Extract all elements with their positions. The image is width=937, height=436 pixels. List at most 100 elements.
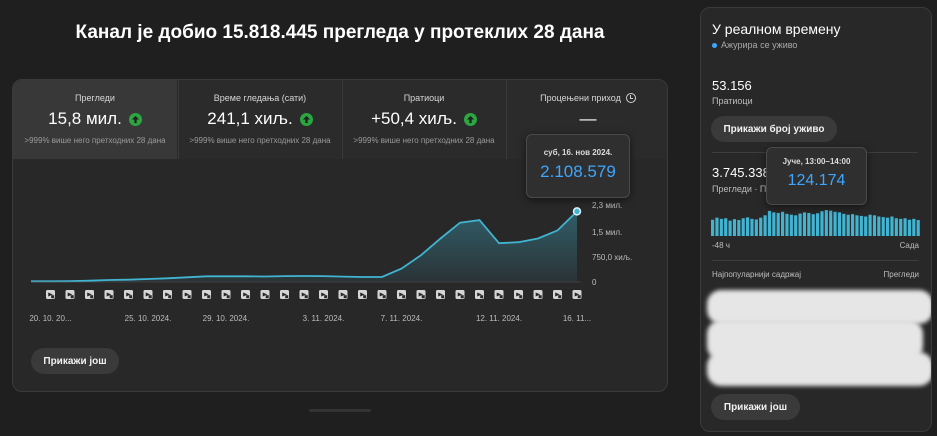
- y-tick-label: 1,5 мил.: [592, 228, 622, 237]
- realtime-bar[interactable]: [741, 218, 745, 236]
- video-publish-icon[interactable]: [241, 290, 250, 299]
- chart-tooltip: суб, 16. нов 2024. 2.108.579: [526, 134, 630, 198]
- views-chart[interactable]: 0 750,0 хиљ. 1,5 мил. 2,3 мил. 20. 10. 20..…: [13, 80, 668, 340]
- video-publish-icon[interactable]: [494, 290, 504, 299]
- realtime-bar[interactable]: [785, 213, 789, 236]
- realtime-bar[interactable]: [754, 219, 758, 236]
- realtime-bar[interactable]: [711, 219, 715, 236]
- video-publish-icon[interactable]: [553, 290, 562, 299]
- realtime-bar[interactable]: [719, 218, 723, 236]
- realtime-bar[interactable]: [859, 215, 863, 236]
- realtime-bar[interactable]: [872, 215, 877, 236]
- realtime-bar[interactable]: [802, 212, 807, 236]
- realtime-bar[interactable]: [868, 214, 872, 236]
- metric-value: 241,1 хиљ.: [207, 109, 293, 128]
- realtime-bar[interactable]: [767, 210, 772, 236]
- metric-tab-subscribers[interactable]: Пратиоци +50,4 хиљ. >999% више него прет…: [342, 80, 505, 159]
- realtime-bar[interactable]: [724, 218, 728, 236]
- realtime-bar[interactable]: [894, 218, 898, 236]
- realtime-bar[interactable]: [864, 216, 868, 237]
- realtime-bar[interactable]: [886, 217, 890, 236]
- realtime-bar[interactable]: [820, 211, 824, 236]
- video-publish-icon[interactable]: [46, 290, 55, 299]
- top-content-label: Најпопуларнији садржај: [712, 270, 802, 279]
- realtime-bar[interactable]: [877, 216, 881, 237]
- video-publish-icon[interactable]: [299, 290, 309, 299]
- metric-tab-views[interactable]: Прегледи 15,8 мил. >999% више него претх…: [13, 80, 177, 159]
- video-publish-icon[interactable]: [514, 290, 523, 299]
- realtime-bar[interactable]: [798, 213, 802, 236]
- show-more-button[interactable]: Прикажи још: [31, 348, 119, 374]
- metric-tab-watch-time[interactable]: Време гледања (сати) 241,1 хиљ. >999% ви…: [178, 80, 341, 159]
- realtime-bar[interactable]: [899, 218, 903, 236]
- video-publish-icon[interactable]: [377, 290, 387, 299]
- realtime-bar[interactable]: [750, 218, 754, 236]
- video-publish-icon[interactable]: [202, 290, 211, 299]
- realtime-bar[interactable]: [851, 214, 855, 236]
- video-publish-icon[interactable]: [163, 290, 172, 299]
- realtime-bar[interactable]: [903, 218, 907, 236]
- video-publish-icon[interactable]: [280, 290, 289, 299]
- video-publish-icon[interactable]: [475, 290, 484, 299]
- video-publish-icon[interactable]: [416, 290, 426, 299]
- video-publish-icon[interactable]: [85, 290, 94, 299]
- realtime-bar[interactable]: [907, 219, 912, 236]
- realtime-bar[interactable]: [824, 210, 828, 236]
- video-publish-icon[interactable]: [104, 290, 114, 299]
- video-publish-icon[interactable]: [455, 290, 465, 299]
- realtime-bar[interactable]: [759, 217, 763, 236]
- metric-comparison: >999% више него претходних 28 дана: [189, 136, 331, 145]
- show-live-count-button[interactable]: Прикажи број уживо: [711, 116, 837, 142]
- realtime-bar[interactable]: [807, 212, 811, 236]
- realtime-bar[interactable]: [728, 220, 732, 236]
- realtime-bar[interactable]: [732, 219, 737, 236]
- realtime-bar[interactable]: [715, 217, 719, 236]
- realtime-bar[interactable]: [737, 220, 741, 236]
- realtime-show-more-button[interactable]: Прикажи још: [711, 394, 800, 420]
- realtime-bar[interactable]: [789, 214, 793, 236]
- realtime-bar[interactable]: [816, 213, 820, 236]
- video-publish-icon[interactable]: [260, 290, 270, 299]
- realtime-tooltip-value: 124.174: [787, 172, 846, 189]
- video-publish-icon[interactable]: [338, 290, 348, 299]
- realtime-bar[interactable]: [842, 213, 846, 236]
- video-publish-icon[interactable]: [397, 290, 406, 299]
- video-publish-icon[interactable]: [319, 290, 328, 299]
- metric-label: Прегледи: [75, 93, 115, 103]
- realtime-bar[interactable]: [829, 210, 833, 236]
- page-headline: Канал је добио 15.818.445 прегледа у про…: [75, 22, 605, 43]
- chart-point-highlight[interactable]: [572, 207, 582, 216]
- realtime-bar-chart[interactable]: [711, 210, 921, 238]
- realtime-bar[interactable]: [890, 216, 894, 237]
- metric-label: Пратиоци: [403, 93, 445, 103]
- video-publish-icon[interactable]: [124, 290, 133, 299]
- realtime-bar[interactable]: [746, 217, 750, 236]
- realtime-bar[interactable]: [881, 217, 885, 236]
- trend-up-icon: [463, 112, 477, 126]
- realtime-bar[interactable]: [837, 212, 842, 236]
- chart-area: [31, 211, 577, 282]
- realtime-bar[interactable]: [833, 211, 837, 236]
- realtime-bar[interactable]: [846, 214, 850, 236]
- realtime-bar[interactable]: [763, 215, 767, 236]
- divider: [712, 260, 918, 261]
- video-publish-icon[interactable]: [143, 290, 153, 299]
- video-publish-icon[interactable]: [221, 290, 231, 299]
- realtime-bar[interactable]: [781, 211, 785, 236]
- x-tick-label: 29. 10. 2024.: [203, 314, 250, 323]
- video-publish-icon[interactable]: [358, 290, 367, 299]
- realtime-bar[interactable]: [772, 212, 776, 236]
- video-publish-icon[interactable]: [65, 290, 75, 299]
- video-publish-icon[interactable]: [533, 290, 543, 299]
- clock-icon: [625, 93, 636, 103]
- video-publish-icon[interactable]: [572, 290, 582, 299]
- realtime-bar[interactable]: [912, 218, 916, 236]
- video-publish-icon[interactable]: [436, 290, 445, 299]
- realtime-bar[interactable]: [855, 215, 859, 236]
- realtime-bar[interactable]: [811, 214, 815, 236]
- video-publish-icon[interactable]: [182, 290, 192, 299]
- redacted-content: [707, 352, 931, 386]
- realtime-bar[interactable]: [916, 220, 920, 236]
- realtime-bar[interactable]: [776, 212, 780, 236]
- realtime-bar[interactable]: [794, 215, 798, 236]
